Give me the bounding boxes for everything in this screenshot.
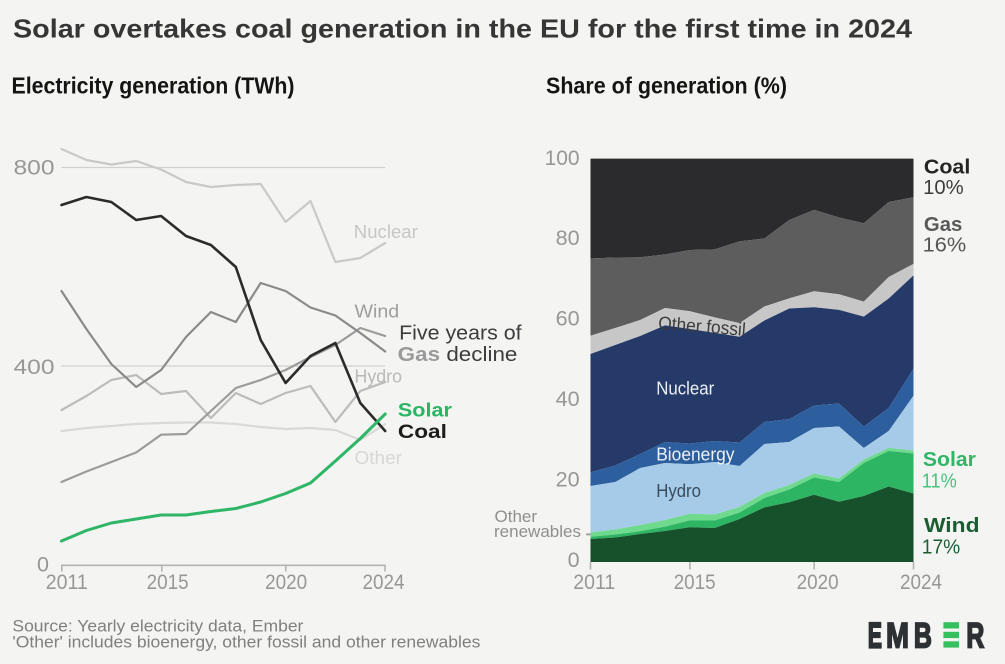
svg-text:renewables: renewables — [494, 522, 581, 541]
svg-text:2024: 2024 — [363, 570, 405, 594]
svg-text:2020: 2020 — [265, 570, 307, 594]
svg-text:60: 60 — [556, 307, 580, 331]
svg-text:0: 0 — [37, 552, 49, 576]
svg-text:Coal: Coal — [398, 421, 447, 443]
svg-text:Solar: Solar — [923, 449, 976, 471]
svg-text:Bioenergy: Bioenergy — [656, 444, 735, 465]
svg-text:40: 40 — [556, 387, 580, 411]
svg-text:Other: Other — [355, 447, 403, 468]
svg-text:Wind: Wind — [355, 301, 400, 322]
svg-text:2024: 2024 — [900, 570, 942, 594]
svg-text:Nuclear: Nuclear — [656, 377, 714, 398]
svg-text:Solar overtakes coal generatio: Solar overtakes coal generation in the E… — [13, 14, 913, 44]
svg-text:17%: 17% — [922, 535, 960, 558]
svg-text:11%: 11% — [922, 470, 957, 493]
svg-text:Coal: Coal — [924, 157, 970, 179]
svg-text:Hydro: Hydro — [656, 480, 701, 501]
svg-text:10%: 10% — [923, 176, 964, 199]
svg-text:'Other' includes bioenergy, ot: 'Other' includes bioenergy, other fossil… — [12, 633, 480, 652]
svg-text:2011: 2011 — [46, 570, 88, 594]
svg-text:Solar: Solar — [398, 400, 452, 422]
svg-text:Electricity generation (TWh): Electricity generation (TWh) — [12, 73, 295, 99]
svg-text:800: 800 — [14, 155, 55, 179]
svg-text:M: M — [886, 615, 909, 655]
svg-text:Nuclear: Nuclear — [354, 221, 418, 242]
svg-text:16%: 16% — [923, 233, 967, 256]
svg-text:100: 100 — [545, 146, 580, 170]
svg-text:Source: Yearly electricity dat: Source: Yearly electricity data, Ember — [12, 617, 303, 636]
svg-text:2011: 2011 — [573, 570, 615, 594]
svg-text:Share of generation (%): Share of generation (%) — [546, 73, 787, 99]
svg-text:R: R — [966, 618, 984, 656]
svg-text:Wind: Wind — [924, 515, 980, 537]
svg-text:B: B — [914, 618, 932, 656]
svg-text:20: 20 — [556, 467, 580, 491]
svg-text:2020: 2020 — [797, 570, 839, 594]
svg-text:Hydro: Hydro — [355, 366, 403, 387]
svg-text:400: 400 — [14, 355, 55, 379]
svg-text:Other: Other — [495, 507, 538, 526]
svg-text:2015: 2015 — [674, 570, 716, 594]
svg-text:Five years of: Five years of — [399, 323, 522, 345]
svg-text:2015: 2015 — [147, 570, 189, 594]
svg-text:E: E — [868, 617, 882, 656]
svg-text:80: 80 — [556, 226, 580, 250]
svg-text:0: 0 — [568, 548, 580, 572]
svg-text:Gas decline: Gas decline — [398, 344, 518, 366]
svg-text:Gas: Gas — [924, 214, 962, 236]
